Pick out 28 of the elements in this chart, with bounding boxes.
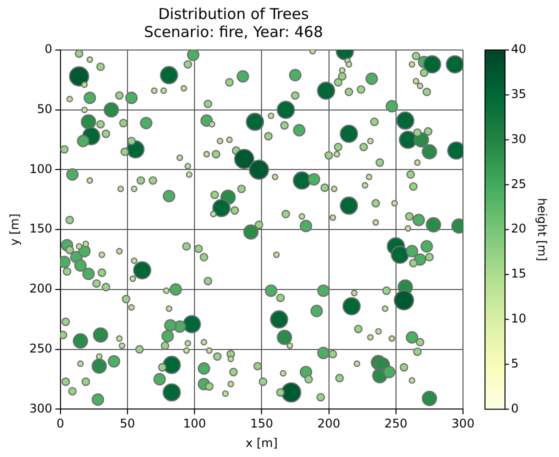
y-tick-label: 200: [29, 282, 52, 296]
y-axis-title: y [m]: [7, 214, 22, 246]
x-tick-label: 50: [120, 416, 136, 431]
chart-title: Distribution of Trees: [158, 4, 309, 23]
color-bar-label: 5: [511, 356, 519, 370]
color-bar-label: 25: [511, 176, 526, 191]
x-tick-label: 0: [56, 416, 64, 431]
color-bar-label: 40: [511, 42, 526, 56]
x-axis-title: x [m]: [246, 436, 278, 450]
color-bar-label: 35: [511, 87, 526, 102]
y-tick-label: 50: [37, 102, 52, 116]
x-tick-label: 100: [183, 416, 206, 431]
x-tick-label: 250: [384, 416, 408, 431]
color-bar-label: 10: [511, 312, 526, 326]
color-bar-title: height [m]: [534, 198, 549, 262]
y-tick-label: 150: [29, 222, 52, 236]
y-tick-label: 250: [29, 341, 52, 356]
chart-subtitle: Scenario: fire, Year: 468: [144, 22, 324, 41]
x-tick-label: 300: [452, 416, 474, 431]
color-bar-label: 20: [511, 222, 526, 236]
y-tick-label: 0: [44, 42, 52, 56]
x-tick-label: 150: [250, 416, 274, 431]
x-tick-label: 200: [317, 416, 340, 431]
y-tick-label: 300: [29, 401, 52, 416]
color-bar-label: 0: [511, 401, 519, 416]
y-tick-label: 100: [29, 162, 52, 176]
color-bar-label: 15: [511, 266, 526, 281]
color-bar-label: 30: [511, 132, 526, 146]
